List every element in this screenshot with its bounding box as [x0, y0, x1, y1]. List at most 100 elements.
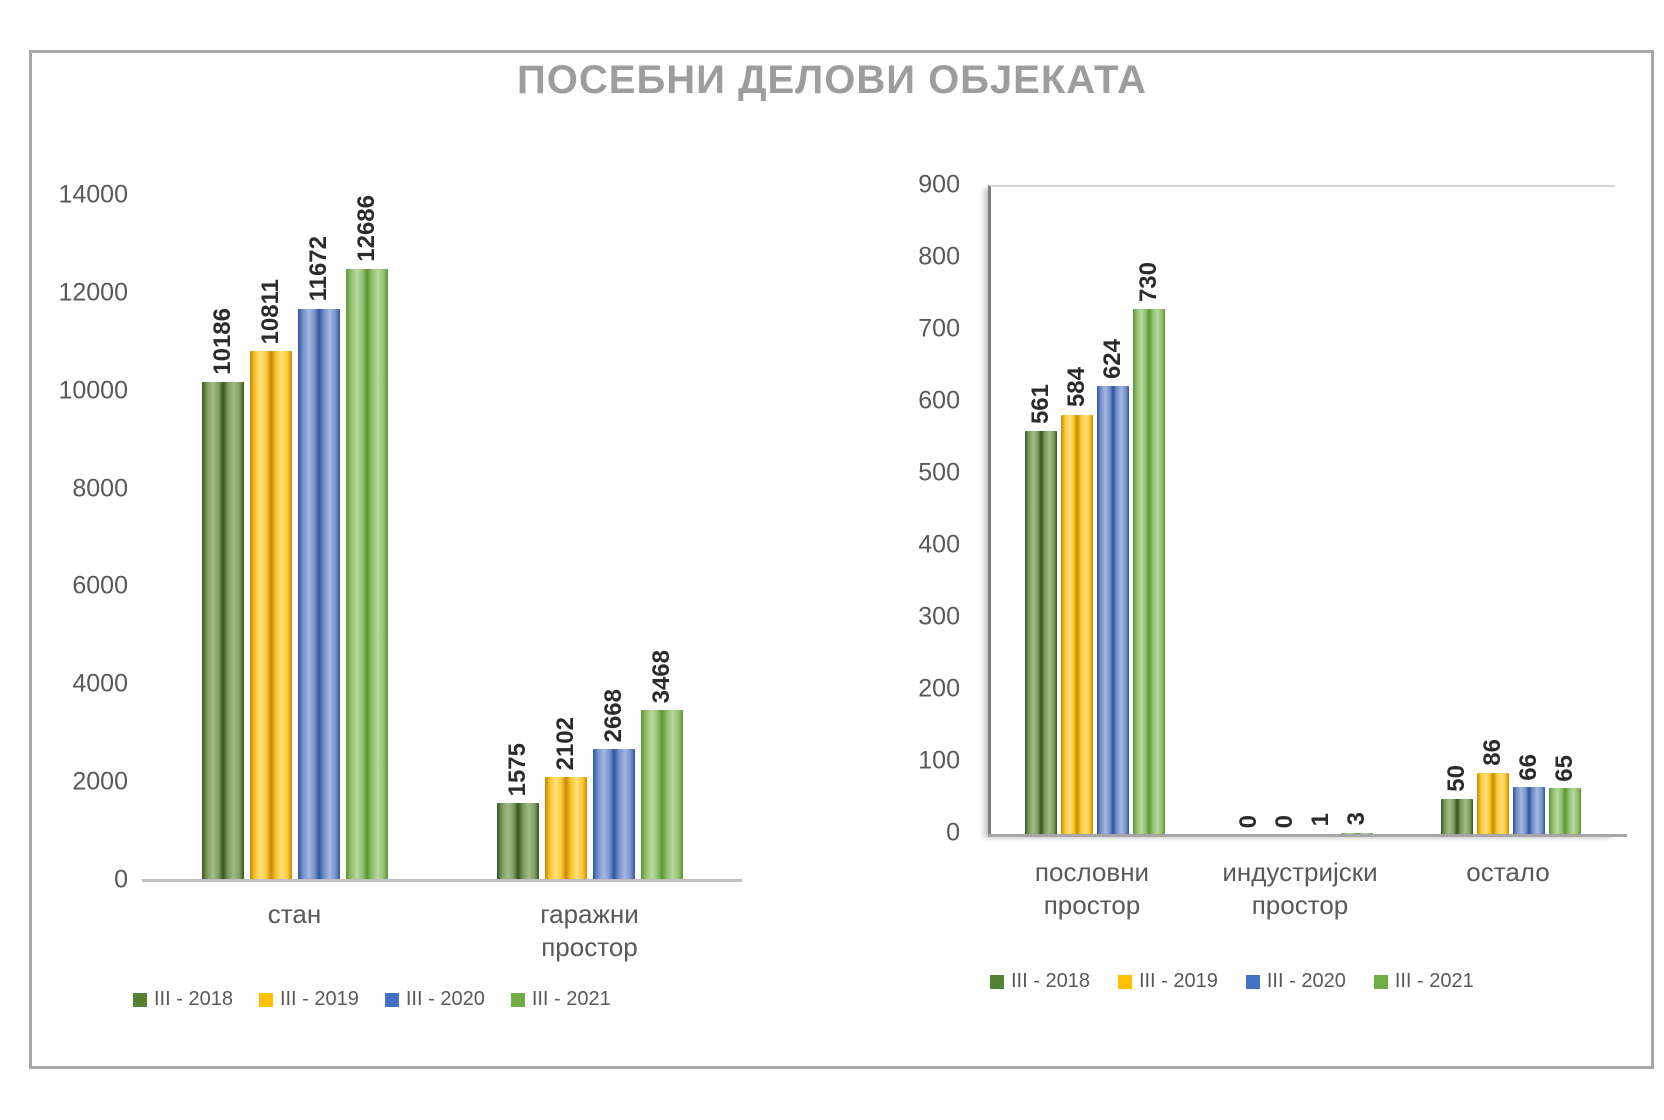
bar-III-2019 [1061, 414, 1093, 835]
left-chart-y-axis: 0 2000 4000 6000 8000 10000 12000 14000 [33, 182, 128, 892]
right-chart-plot-area: 561 584 624 730 0 0 1 3 50 86 66 65 [988, 185, 1627, 837]
bar-value-label: 12686 [352, 195, 380, 262]
bar-value-label: 2102 [551, 716, 579, 771]
bar-III-2021 [1133, 309, 1165, 835]
bar-III-2018 [1441, 799, 1473, 835]
category-label: остало [1404, 856, 1612, 921]
bar-with-label: 561 [1025, 187, 1057, 835]
bar-with-label: 11672 [297, 195, 340, 880]
bar-with-label: 624 [1097, 187, 1129, 835]
y-axis-tick-label: 800 [918, 242, 960, 271]
legend-color-swatch [384, 992, 399, 1007]
y-axis-tick-label: 200 [918, 674, 960, 703]
legend-series-label: III - 2020 [1266, 970, 1346, 992]
category-label: индустријски простор [1196, 856, 1404, 921]
category-label: пословни простор [988, 856, 1196, 921]
y-axis-tick-label: 10000 [58, 376, 128, 405]
right-chart-x-axis-line [988, 834, 1627, 837]
bar-value-label: 3468 [647, 649, 675, 704]
bar-value-label: 624 [1099, 338, 1126, 379]
category-label-text: остало [1466, 857, 1550, 887]
bar-III-2020 [297, 308, 340, 880]
left-chart-plot-area: 10186 10811 11672 12686 1575 2102 2668 3468 [142, 195, 742, 882]
legend-entry: III - 2019 [258, 988, 359, 1011]
bar-value-label: 0 [1235, 814, 1262, 828]
bar-III-2019 [249, 351, 292, 880]
bar-value-label: 1575 [503, 742, 531, 796]
y-axis-tick-label: 400 [918, 530, 960, 559]
y-axis-tick-label: 0 [114, 865, 128, 894]
chart-title: ПОСЕБНИ ДЕЛОВИ ОБЈЕКАТА [517, 58, 1147, 102]
bar-group: 561 584 624 730 [991, 187, 1199, 835]
bar-with-label: 66 [1513, 187, 1545, 835]
bar-value-label: 0 [1271, 814, 1298, 828]
y-axis-tick-label: 600 [918, 386, 960, 415]
bar-value-label: 3 [1343, 812, 1370, 826]
legend-entry: III - 2018 [133, 988, 233, 1011]
y-axis-tick-label: 8000 [72, 474, 128, 503]
legend-entry: III - 2020 [1245, 970, 1346, 993]
legend-entry: III - 2021 [1373, 970, 1474, 993]
bar-value-label: 10186 [208, 307, 236, 375]
legend-color-swatch [258, 992, 273, 1007]
bar-value-label: 11672 [304, 236, 332, 302]
right-chart-y-axis: 0 100 200 300 400 500 600 700 800 900 [865, 172, 960, 845]
bar-with-label: 3468 [640, 195, 683, 880]
y-axis-tick-label: 14000 [58, 180, 128, 209]
bar-III-2018 [1025, 431, 1057, 835]
legend-color-swatch [133, 992, 147, 1007]
bar-value-label: 584 [1063, 367, 1090, 408]
bar-III-2020 [592, 749, 635, 880]
legend-color-swatch [1373, 974, 1388, 989]
y-axis-tick-label: 100 [918, 746, 960, 775]
legend-color-swatch [990, 974, 1004, 989]
bar-with-label: 3 [1341, 187, 1373, 835]
bar-with-label: 10811 [249, 195, 292, 880]
bar-with-label: 65 [1549, 187, 1581, 835]
left-chart-category-labels: стан гаражни простор [147, 898, 737, 963]
left-chart-x-axis-line [142, 879, 742, 882]
y-axis-tick-label: 12000 [58, 278, 128, 307]
bar-with-label: 1 [1305, 187, 1337, 835]
bar-value-label: 730 [1135, 262, 1162, 303]
category-label-text: пословни простор [1034, 857, 1150, 920]
bar-with-label: 584 [1061, 187, 1093, 835]
bar-value-label: 65 [1551, 754, 1578, 782]
legend-series-label: III - 2019 [1138, 970, 1218, 992]
bar-III-2021 [345, 268, 388, 880]
bar-with-label: 12686 [345, 195, 388, 880]
category-label-text: индустријски простор [1222, 857, 1378, 920]
left-chart-legend: III - 2018 III - 2019 III - 2020 III - 2021 [133, 988, 611, 1011]
bar-group: 1575 2102 2668 3468 [442, 195, 737, 880]
bar-group: 10186 10811 11672 12686 [147, 195, 442, 880]
y-axis-tick-label: 700 [918, 314, 960, 343]
bar-with-label: 0 [1233, 187, 1265, 835]
bar-value-label: 66 [1515, 753, 1542, 781]
bar-with-label: 86 [1477, 187, 1509, 835]
y-axis-tick-label: 0 [946, 818, 960, 847]
bar-III-2021 [1341, 832, 1373, 835]
legend-entry: III - 2018 [990, 970, 1090, 993]
legend-series-label: III - 2021 [531, 988, 611, 1010]
right-chart-category-labels: пословни простор индустријски простор оста… [988, 856, 1612, 921]
legend-series-label: III - 2019 [279, 988, 359, 1010]
bar-value-label: 10811 [256, 278, 284, 345]
category-label: гаражни простор [442, 898, 737, 963]
bar-value-label: 50 [1443, 765, 1470, 793]
legend-series-label: III - 2021 [1394, 970, 1474, 992]
bar-III-2018 [201, 381, 244, 880]
bar-III-2021 [1549, 788, 1581, 835]
legend-series-label: III - 2020 [405, 988, 485, 1010]
y-axis-tick-label: 4000 [72, 669, 128, 698]
bar-with-label: 730 [1133, 187, 1165, 835]
bar-III-2018 [496, 802, 539, 880]
bar-III-2020 [1097, 385, 1129, 835]
y-axis-tick-label: 900 [918, 170, 960, 199]
legend-series-label: III - 2018 [1011, 970, 1090, 992]
bar-value-label: 2668 [599, 689, 627, 743]
legend-color-swatch [1117, 974, 1132, 989]
bar-with-label: 0 [1269, 187, 1301, 835]
legend-entry: III - 2020 [384, 988, 485, 1011]
category-label-text: стан [267, 899, 322, 929]
